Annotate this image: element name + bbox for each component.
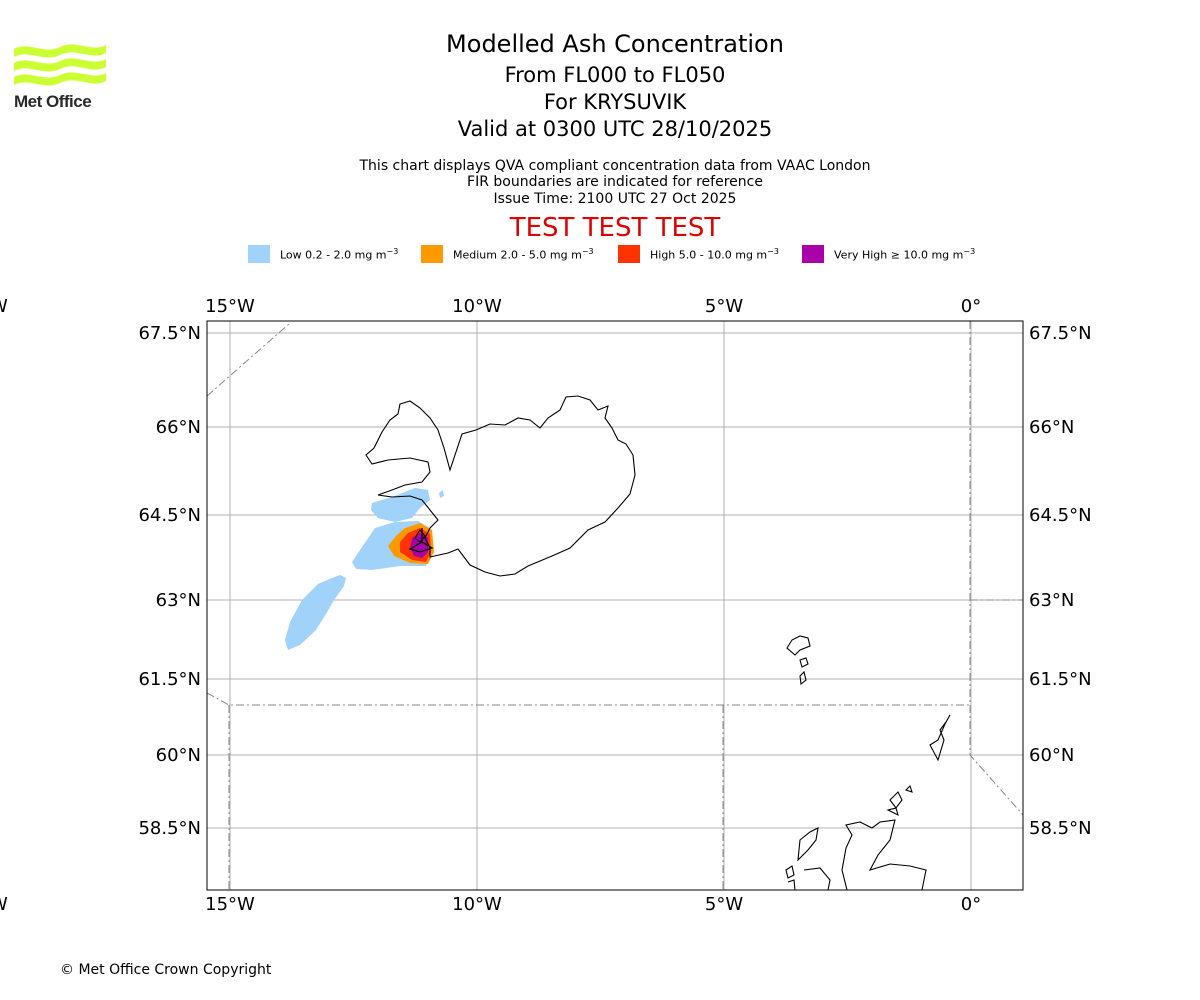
lat-label-left: 60°N [156, 745, 201, 766]
lon-label-top: 5°W [705, 296, 743, 317]
legend-label-medium: Medium 2.0 - 5.0 mg m−3 [453, 246, 594, 262]
lat-label-left: 58.5°N [138, 818, 201, 839]
lon-label-bottom: 20°W [0, 894, 8, 915]
map-tick-labels: 30°W30°W25°W25°W20°W20°W15°W15°W10°W10°W… [0, 296, 1092, 915]
legend-label-high: High 5.0 - 10.0 mg m−3 [650, 246, 779, 262]
ash-very-high [410, 533, 428, 558]
coastlines [365, 395, 951, 890]
lon-label-bottom: 15°W [205, 894, 255, 915]
lon-label-bottom: 0° [961, 894, 981, 915]
fir-boundaries [207, 321, 1023, 890]
qva-note: This chart displays QVA compliant concen… [359, 158, 871, 174]
lat-label-right: 66°N [1029, 417, 1074, 438]
lat-label-left: 63°N [156, 590, 201, 611]
map-frame [206, 320, 1024, 891]
lon-label-top: 10°W [452, 296, 502, 317]
lat-label-right: 63°N [1029, 590, 1074, 611]
legend-swatch-high [618, 245, 640, 263]
lat-label-right: 61.5°N [1029, 669, 1092, 690]
lon-label-top: 0° [961, 296, 981, 317]
lat-label-right: 67.5°N [1029, 323, 1092, 344]
copyright: © Met Office Crown Copyright [60, 962, 272, 978]
lat-label-right: 64.5°N [1029, 505, 1092, 526]
lat-label-left: 64.5°N [138, 505, 201, 526]
lon-label-top: 15°W [205, 296, 255, 317]
legend-label-very-high: Very High ≥ 10.0 mg m−3 [834, 246, 976, 262]
ash-low [285, 488, 444, 650]
legend-swatch-low [248, 245, 270, 263]
met-office-logo [14, 44, 106, 86]
lon-label-bottom: 5°W [705, 894, 743, 915]
lat-label-left: 61.5°N [138, 669, 201, 690]
legend-item-very-high: Very High ≥ 10.0 mg m−3 [802, 244, 975, 264]
chart-title: Modelled Ash Concentration [446, 30, 784, 58]
lon-label-bottom: 10°W [452, 894, 502, 915]
legend-item-medium: Medium 2.0 - 5.0 mg m−3 [421, 244, 594, 264]
volcano-name: For KRYSUVIK [543, 90, 687, 114]
legend-item-low: Low 0.2 - 2.0 mg m−3 [248, 244, 398, 264]
fir-note: FIR boundaries are indicated for referen… [467, 174, 763, 190]
met-office-logo-text: Met Office [14, 92, 92, 111]
legend-item-high: High 5.0 - 10.0 mg m−3 [618, 244, 779, 264]
valid-time: Valid at 0300 UTC 28/10/2025 [457, 117, 773, 141]
flight-level-range: From FL000 to FL050 [504, 63, 726, 87]
lat-label-left: 66°N [156, 417, 201, 438]
lon-label-top: 20°W [0, 296, 8, 317]
lat-label-right: 60°N [1029, 745, 1074, 766]
test-banner: TEST TEST TEST [509, 213, 721, 243]
lat-label-right: 58.5°N [1029, 818, 1092, 839]
lat-label-left: 67.5°N [138, 323, 201, 344]
legend-swatch-medium [421, 245, 443, 263]
issue-time: Issue Time: 2100 UTC 27 Oct 2025 [493, 191, 737, 207]
map-gridlines [207, 321, 1023, 890]
legend-swatch-very-high [802, 245, 824, 263]
volcano-marker [408, 528, 434, 553]
legend-label-low: Low 0.2 - 2.0 mg m−3 [280, 246, 399, 262]
